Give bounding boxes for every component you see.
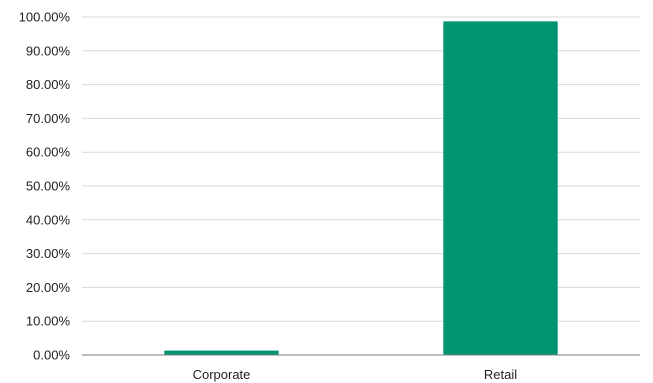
y-tick-label: 50.00% bbox=[26, 179, 71, 194]
x-category-label: Corporate bbox=[193, 367, 251, 382]
y-tick-label: 30.00% bbox=[26, 246, 71, 261]
gridlines bbox=[82, 16, 640, 322]
y-tick-label: 70.00% bbox=[26, 111, 71, 126]
x-axis-labels: Corporate Retail bbox=[193, 367, 518, 382]
y-tick-label: 60.00% bbox=[26, 145, 71, 160]
bar-corporate bbox=[164, 350, 279, 355]
y-tick-label: 0.00% bbox=[33, 348, 70, 363]
y-tick-label: 80.00% bbox=[26, 77, 71, 92]
bar-retail bbox=[443, 21, 558, 355]
y-tick-label: 20.00% bbox=[26, 280, 71, 295]
x-category-label: Retail bbox=[484, 367, 517, 382]
y-tick-label: 100.00% bbox=[19, 10, 71, 25]
bars bbox=[164, 21, 558, 355]
y-tick-label: 40.00% bbox=[26, 212, 71, 227]
y-tick-label: 10.00% bbox=[26, 314, 71, 329]
y-axis-ticks: 0.00% 10.00% 20.00% 30.00% 40.00% 50.00% 60.00… bbox=[19, 10, 71, 363]
y-tick-label: 90.00% bbox=[26, 43, 71, 58]
